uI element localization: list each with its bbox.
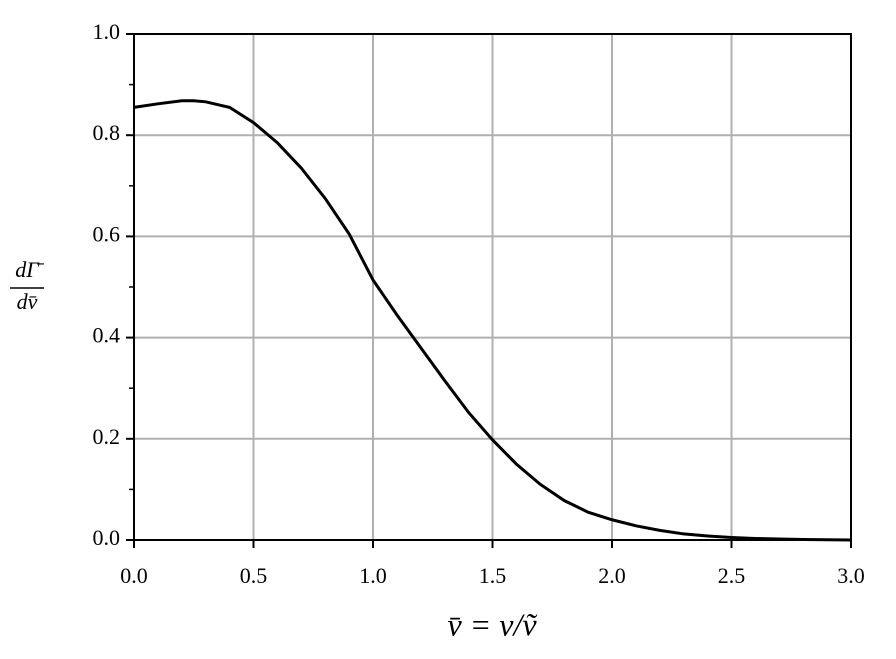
y-tick-label: 0.8 <box>93 120 121 145</box>
y-tick-label: 1.0 <box>93 19 121 44</box>
plot-frame <box>133 33 852 541</box>
y-tick-label: 0.6 <box>93 221 121 246</box>
x-tick-label: 3.0 <box>837 563 865 588</box>
y-tick-label: 0.0 <box>93 525 121 550</box>
x-tick-label: 0.0 <box>120 563 148 588</box>
x-tick-label: 2.0 <box>598 563 626 588</box>
x-axis-label: v̄ = v/ṽ <box>447 606 537 642</box>
line <box>133 99 852 542</box>
y-tick-label: 0.4 <box>93 323 121 348</box>
x-tick-label: 1.0 <box>359 563 387 588</box>
y-tick-label: 0.2 <box>93 424 121 449</box>
y-axis-label-numerator: dΓ̄ <box>15 257 45 282</box>
x-tick-label: 1.5 <box>479 563 507 588</box>
x-tick-label: 0.5 <box>240 563 268 588</box>
x-tick-label: 2.5 <box>718 563 746 588</box>
y-axis-label-denominator: dv̄ <box>17 289 38 314</box>
